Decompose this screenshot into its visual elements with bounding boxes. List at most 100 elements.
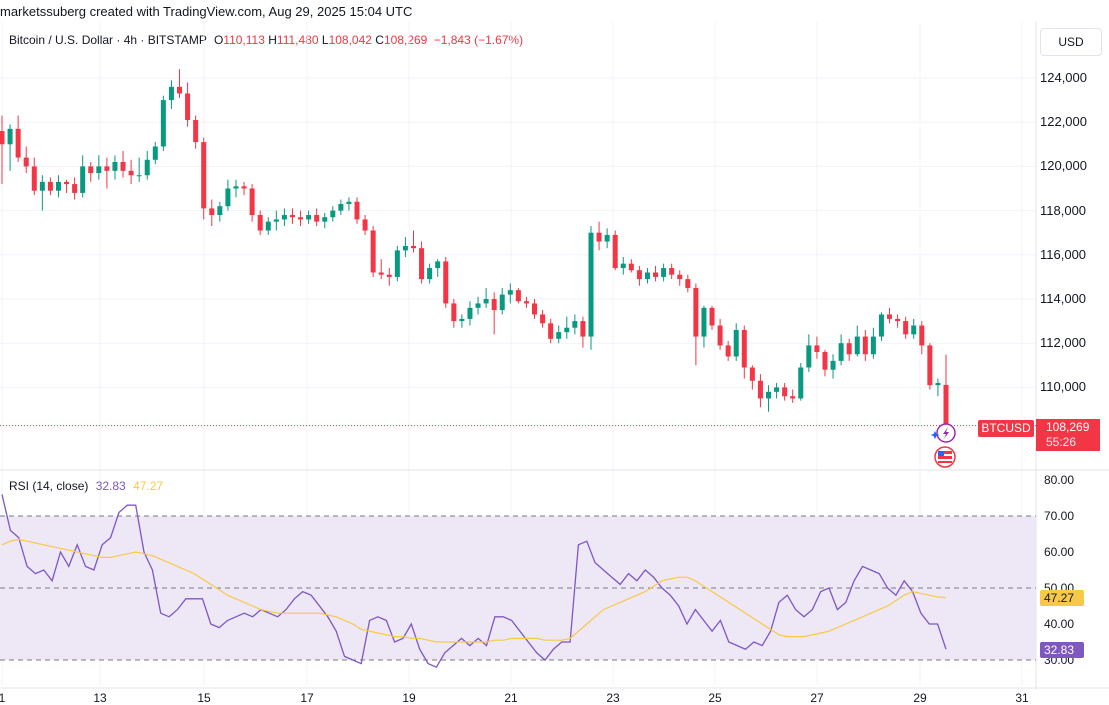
time-axis-label: 31	[1015, 691, 1029, 705]
candle-body	[491, 299, 497, 311]
candle-body	[935, 382, 941, 386]
candle-body	[903, 321, 909, 335]
candle-body	[620, 263, 626, 269]
candle-body	[822, 352, 828, 370]
us-flag-event-icon[interactable]	[934, 446, 956, 468]
open-value: 110,113	[223, 33, 265, 47]
candle-body	[435, 261, 441, 269]
candle-body	[564, 327, 570, 333]
candle-body	[475, 303, 481, 308]
candle-body	[201, 142, 207, 209]
candle-body	[733, 329, 739, 357]
candle-body	[233, 186, 239, 189]
candle-body	[636, 270, 642, 280]
rsi-legend: RSI (14, close) 32.83 47.27	[9, 479, 163, 493]
candle-body	[104, 166, 110, 171]
candle-body	[943, 384, 949, 426]
candle-body	[612, 234, 618, 269]
candle-body	[427, 268, 433, 280]
candle-body	[814, 345, 820, 353]
time-axis-label: 19	[402, 691, 416, 705]
candle-body	[580, 321, 586, 337]
price-axis-label: 118,000	[1040, 202, 1087, 218]
price-axis-label: 116,000	[1040, 246, 1087, 262]
candle-body	[47, 181, 53, 191]
high-value: 111,480	[276, 33, 319, 47]
rsi-axis-label: 80.00	[1044, 473, 1075, 487]
last-price-value: 108,269	[1046, 420, 1090, 434]
time-axis-label: 1	[0, 691, 6, 705]
candle-body	[523, 301, 529, 304]
candle-body	[152, 146, 158, 160]
candle-body	[55, 181, 61, 191]
candle-body	[459, 318, 465, 322]
close-label: C	[375, 33, 384, 47]
candle-body	[774, 387, 780, 392]
rsi-value-tag: 32.83	[1040, 641, 1084, 658]
rsi-title: RSI (14, close)	[9, 479, 89, 493]
candle-body	[677, 274, 683, 280]
candle-body	[467, 307, 473, 319]
candle-body	[241, 186, 247, 189]
time-axis-label: 17	[300, 691, 314, 705]
low-value: 108,042	[328, 33, 372, 47]
candle-body	[749, 367, 755, 381]
candle-body	[515, 290, 521, 302]
candle-body	[88, 166, 94, 174]
candle-body	[386, 274, 392, 277]
candle-body	[782, 387, 788, 397]
candle-body	[927, 345, 933, 386]
candle-body	[281, 215, 287, 220]
sparkle-shape	[930, 431, 940, 439]
currency-button[interactable]: USD	[1040, 28, 1102, 56]
candle-body	[588, 232, 594, 337]
candle-body	[177, 86, 183, 94]
time-axis-label: 13	[93, 691, 107, 705]
symbol-price-tag: BTCUSD	[978, 420, 1034, 437]
candle-body	[846, 343, 852, 355]
candle-body	[540, 314, 546, 324]
candle-body	[628, 263, 634, 271]
candle-body	[265, 221, 271, 231]
candle-body	[144, 159, 150, 176]
candle-body	[443, 261, 449, 304]
time-axis-label: 21	[504, 691, 518, 705]
candle-body	[419, 248, 425, 280]
candle-body	[80, 166, 86, 193]
attribution-text: marketssuberg created with TradingView.c…	[0, 4, 413, 19]
close-value: 108,269	[383, 33, 428, 47]
candle-body	[257, 215, 263, 231]
symbol-legend: Bitcoin / U.S. Dollar · 4h · BITSTAMP O1…	[9, 33, 523, 47]
price-axis-label: 114,000	[1040, 291, 1087, 306]
candle-body	[451, 303, 457, 322]
candle-body	[185, 93, 191, 120]
candle-body	[7, 128, 13, 145]
candle-body	[693, 287, 699, 337]
candle-body	[757, 380, 763, 399]
candle-body	[661, 268, 667, 277]
candle-body	[314, 215, 320, 222]
candle-body	[23, 157, 29, 167]
candle-body	[168, 86, 174, 101]
time-axis-label: 27	[810, 691, 824, 705]
candle-body	[338, 203, 344, 211]
open-label: O	[213, 33, 224, 47]
flag-stripe	[938, 451, 952, 454]
candle-body	[798, 367, 804, 399]
low-label: L	[321, 33, 329, 47]
candle-body	[919, 325, 925, 346]
candle-body	[725, 345, 731, 357]
candle-body	[217, 206, 223, 216]
candle-body	[370, 230, 376, 273]
candle-body	[346, 201, 352, 204]
lightning-event-icon[interactable]	[930, 423, 956, 443]
candle-body	[322, 217, 328, 222]
candle-body	[911, 325, 917, 335]
candle-body	[402, 245, 408, 251]
last-price-box: 108,269 55:26	[1036, 419, 1100, 451]
symbol-title: Bitcoin / U.S. Dollar · 4h · BITSTAMP	[9, 33, 207, 47]
candle-body	[483, 299, 489, 304]
candle-body	[72, 184, 78, 193]
bar-countdown: 55:26	[1046, 435, 1077, 449]
